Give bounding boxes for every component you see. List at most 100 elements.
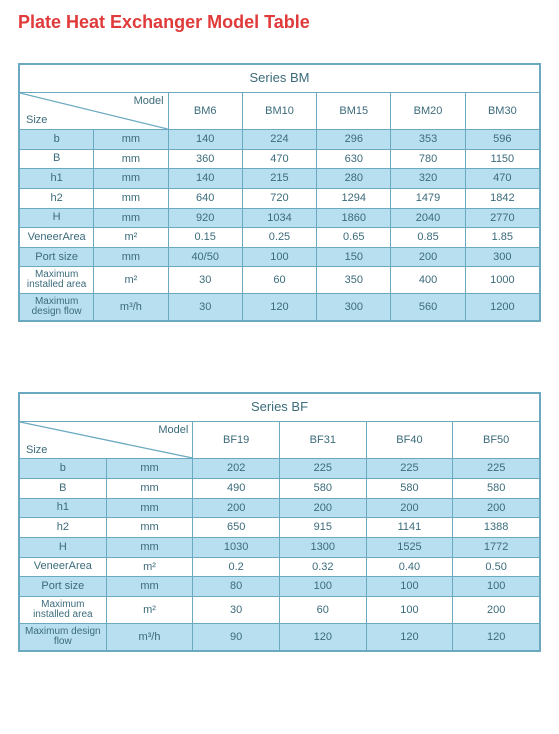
data-cell: 630: [317, 149, 391, 169]
row-label: H: [20, 537, 107, 557]
data-cell: 100: [453, 577, 540, 597]
row-label: VeneerArea: [20, 228, 94, 248]
data-cell: 200: [391, 247, 465, 267]
row-unit: m²: [94, 228, 168, 248]
row-label: Maximum installed area: [20, 267, 94, 294]
data-cell: 225: [366, 459, 453, 479]
data-cell: 100: [242, 247, 316, 267]
table-row: h1mm200200200200: [20, 498, 540, 518]
data-cell: 1.85: [465, 228, 539, 248]
table-row: Hmm9201034186020402770: [20, 208, 540, 228]
data-cell: 2040: [391, 208, 465, 228]
data-cell: 0.85: [391, 228, 465, 248]
row-label: h1: [20, 498, 107, 518]
series-title: Series BM: [20, 65, 540, 93]
model-header: BF50: [453, 422, 540, 459]
data-cell: 296: [317, 129, 391, 149]
row-label: b: [20, 129, 94, 149]
data-cell: 353: [391, 129, 465, 149]
data-cell: 1842: [465, 188, 539, 208]
data-cell: 720: [242, 188, 316, 208]
data-cell: 60: [242, 267, 316, 294]
data-cell: 200: [193, 498, 280, 518]
series-title: Series BF: [20, 394, 540, 422]
data-cell: 280: [317, 169, 391, 189]
data-cell: 215: [242, 169, 316, 189]
corner-cell: Model Size: [20, 422, 193, 459]
row-unit: m²: [94, 267, 168, 294]
data-cell: 0.50: [453, 557, 540, 577]
data-cell: 40/50: [168, 247, 242, 267]
data-cell: 30: [168, 267, 242, 294]
data-cell: 100: [279, 577, 366, 597]
data-cell: 0.40: [366, 557, 453, 577]
row-label: Maximum installed area: [20, 596, 107, 623]
data-cell: 640: [168, 188, 242, 208]
data-cell: 0.15: [168, 228, 242, 248]
row-label: Port size: [20, 577, 107, 597]
header-model: Model: [134, 95, 164, 108]
data-cell: 580: [366, 479, 453, 499]
row-unit: mm: [106, 537, 193, 557]
row-label: b: [20, 459, 107, 479]
data-cell: 560: [391, 294, 465, 321]
table-row: Maximum installed aream²3060100200: [20, 596, 540, 623]
data-cell: 224: [242, 129, 316, 149]
model-header: BF31: [279, 422, 366, 459]
header-size: Size: [26, 114, 47, 127]
data-cell: 470: [242, 149, 316, 169]
model-table: Series BFModelSizeBF19BF31BF40BF50bmm202…: [18, 392, 541, 651]
model-table: Series BMModelSizeBM6BM10BM15BM20BM30bmm…: [18, 63, 541, 322]
data-cell: 100: [366, 577, 453, 597]
header-size: Size: [26, 444, 47, 457]
data-cell: 225: [453, 459, 540, 479]
row-label: Maximum design flow: [20, 294, 94, 321]
model-header: BM10: [242, 92, 316, 129]
data-cell: 2770: [465, 208, 539, 228]
data-cell: 1034: [242, 208, 316, 228]
row-unit: mm: [94, 188, 168, 208]
header-model: Model: [158, 424, 188, 437]
data-cell: 780: [391, 149, 465, 169]
row-label: Maximum design flow: [20, 623, 107, 650]
model-header: BF19: [193, 422, 280, 459]
data-cell: 200: [366, 498, 453, 518]
corner-cell: Model Size: [20, 92, 169, 129]
data-cell: 100: [366, 596, 453, 623]
data-cell: 1772: [453, 537, 540, 557]
table-row: Port sizemm80100100100: [20, 577, 540, 597]
table-row: Maximum design flowm³/h301203005601200: [20, 294, 540, 321]
data-cell: 300: [465, 247, 539, 267]
data-cell: 920: [168, 208, 242, 228]
data-cell: 140: [168, 169, 242, 189]
data-cell: 1141: [366, 518, 453, 538]
row-label: h1: [20, 169, 94, 189]
data-cell: 350: [317, 267, 391, 294]
row-unit: mm: [94, 247, 168, 267]
row-unit: mm: [94, 208, 168, 228]
table-row: h2mm640720129414791842: [20, 188, 540, 208]
data-cell: 120: [242, 294, 316, 321]
row-unit: m³/h: [94, 294, 168, 321]
data-cell: 120: [279, 623, 366, 650]
table-row: VeneerAream²0.150.250.650.851.85: [20, 228, 540, 248]
data-cell: 400: [391, 267, 465, 294]
data-cell: 1860: [317, 208, 391, 228]
row-unit: m²: [106, 596, 193, 623]
row-unit: mm: [106, 577, 193, 597]
data-cell: 30: [168, 294, 242, 321]
table-row: Hmm1030130015251772: [20, 537, 540, 557]
table-row: Port sizemm40/50100150200300: [20, 247, 540, 267]
data-cell: 120: [366, 623, 453, 650]
table-row: h2mm65091511411388: [20, 518, 540, 538]
data-cell: 596: [465, 129, 539, 149]
data-cell: 200: [453, 498, 540, 518]
data-cell: 0.25: [242, 228, 316, 248]
data-cell: 300: [317, 294, 391, 321]
data-cell: 1294: [317, 188, 391, 208]
model-header: BM15: [317, 92, 391, 129]
model-header: BF40: [366, 422, 453, 459]
row-unit: mm: [106, 498, 193, 518]
data-cell: 90: [193, 623, 280, 650]
data-cell: 1030: [193, 537, 280, 557]
